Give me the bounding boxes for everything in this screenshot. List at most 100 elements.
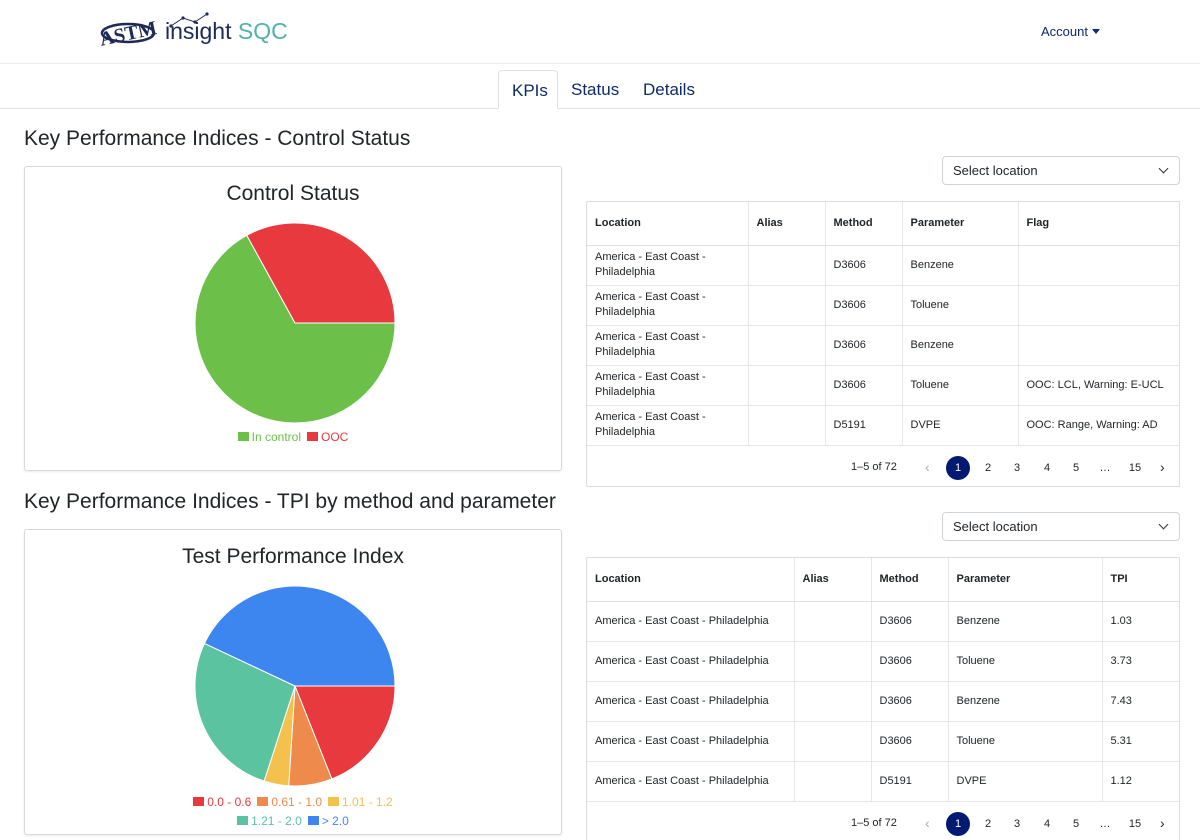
table-row[interactable]: America - East Coast - Philadelphia D3606… <box>587 245 1179 286</box>
tab-status[interactable]: Status <box>558 70 632 109</box>
chevron-down-icon <box>1158 519 1169 530</box>
table-row[interactable]: America - East Coast - Philadelphia D5191… <box>587 405 1179 446</box>
table-cell: Benzene <box>902 325 1019 366</box>
control-status-slice-2[interactable] <box>246 222 396 324</box>
control-status-slice-1[interactable] <box>194 234 396 424</box>
table-row[interactable]: America - East Coast - Philadelphia D3606… <box>587 365 1179 406</box>
control-location-select[interactable]: Select location <box>942 156 1180 185</box>
page-button[interactable]: 2 <box>984 462 992 474</box>
control-status-legend-item-2[interactable]: OOC <box>307 430 348 444</box>
tpi-legend-item-5[interactable]: > 2.0 <box>307 812 349 831</box>
table-row[interactable]: America - East Coast - Philadelphia D3606… <box>587 721 1179 762</box>
page-button[interactable]: 5 <box>1072 462 1080 474</box>
tpi-slice-5[interactable] <box>203 585 396 687</box>
table-row[interactable]: America - East Coast - Philadelphia D3606… <box>587 601 1179 642</box>
page-button[interactable]: 15 <box>1128 818 1142 830</box>
page-button[interactable]: 5 <box>1072 818 1080 830</box>
table-cell: Toluene <box>948 721 1103 762</box>
column-header[interactable]: Alias <box>794 558 872 602</box>
page-button[interactable]: 1 <box>946 456 970 480</box>
astm-logo-icon[interactable]: ASTM <box>100 10 160 56</box>
table-cell <box>748 365 826 406</box>
table-cell <box>794 601 872 642</box>
tpi-heading: Key Performance Indices - TPI by method … <box>24 490 556 513</box>
column-header[interactable]: Method <box>871 558 949 602</box>
tpi-legend: 0.0 - 0.6 0.61 - 1.0 1.01 - 1.2 1.21 - 2.0 >… <box>25 793 561 831</box>
chevron-right-icon[interactable]: › <box>1160 459 1165 475</box>
tpi-table-pagination: 1–5 of 72 ‹ 1 2 3 4 5 … 15 › <box>587 803 1179 840</box>
chevron-left-icon[interactable]: ‹ <box>925 815 930 831</box>
table-cell <box>748 285 826 326</box>
control-status-pie <box>194 222 396 424</box>
table-cell: DVPE <box>902 405 1019 446</box>
page-button[interactable]: 3 <box>1013 818 1021 830</box>
table-row[interactable]: America - East Coast - Philadelphia D3606… <box>587 285 1179 326</box>
account-menu[interactable]: Account <box>1041 24 1100 39</box>
table-cell: D5191 <box>871 761 949 802</box>
page-button[interactable]: 15 <box>1128 462 1142 474</box>
control-status-legend-item-1[interactable]: In control <box>237 430 301 444</box>
chevron-left-icon[interactable]: ‹ <box>925 459 930 475</box>
tpi-slice-4[interactable] <box>194 642 296 782</box>
table-cell: D3606 <box>825 325 903 366</box>
svg-text:ASTM: ASTM <box>100 17 159 51</box>
table-row[interactable]: America - East Coast - Philadelphia D3606… <box>587 681 1179 722</box>
tpi-location-select[interactable]: Select location <box>942 512 1180 541</box>
column-header[interactable]: Location <box>587 202 749 246</box>
table-cell <box>748 325 826 366</box>
tab-details[interactable]: Details <box>630 70 708 109</box>
page-button[interactable]: 4 <box>1043 818 1051 830</box>
tpi-slice-1[interactable] <box>294 685 396 780</box>
column-header[interactable]: Parameter <box>948 558 1103 602</box>
table-row[interactable]: America - East Coast - Philadelphia D5191… <box>587 761 1179 802</box>
page-button[interactable]: 2 <box>984 818 992 830</box>
table-cell: America - East Coast - Philadelphia <box>587 681 795 722</box>
table-cell: America - East Coast - Philadelphia <box>587 285 749 326</box>
column-header[interactable]: Method <box>825 202 903 246</box>
table-cell: D3606 <box>871 641 949 682</box>
chevron-right-icon[interactable]: › <box>1160 815 1165 831</box>
tpi-legend-item-3[interactable]: 1.01 - 1.2 <box>328 793 393 812</box>
legend-label: 1.01 - 1.2 <box>342 795 393 809</box>
column-header[interactable]: Parameter <box>902 202 1019 246</box>
column-header[interactable]: Flag <box>1018 202 1179 246</box>
page-button[interactable]: 1 <box>946 812 970 836</box>
chevron-down-icon <box>1158 163 1169 174</box>
column-header[interactable]: TPI <box>1102 558 1179 602</box>
tab-kpis-label: KPIs <box>512 81 548 100</box>
caret-down-icon <box>1092 29 1100 35</box>
pagination-ellipsis: … <box>1099 818 1111 830</box>
table-cell: D3606 <box>825 365 903 406</box>
tpi-legend-item-2[interactable]: 0.61 - 1.0 <box>257 793 322 812</box>
table-cell: America - East Coast - Philadelphia <box>587 405 749 446</box>
legend-label: In control <box>251 430 301 444</box>
table-cell: 7.43 <box>1102 681 1179 722</box>
tpi-chart-title: Test Performance Index <box>182 545 404 568</box>
tpi-legend-item-4[interactable]: 1.21 - 2.0 <box>237 812 302 831</box>
legend-label: > 2.0 <box>321 814 349 828</box>
column-header[interactable]: Location <box>587 558 795 602</box>
pagination-ellipsis: … <box>1099 462 1111 474</box>
brand-wordmark: insight SQC <box>165 18 288 45</box>
pagination-range: 1–5 of 72 <box>851 817 897 829</box>
legend-swatch <box>237 816 249 826</box>
column-header[interactable]: Alias <box>748 202 826 246</box>
page-button[interactable]: 3 <box>1013 462 1021 474</box>
table-cell: Toluene <box>902 285 1019 326</box>
page-button[interactable]: 4 <box>1043 462 1051 474</box>
table-cell: D3606 <box>871 601 949 642</box>
table-row[interactable]: America - East Coast - Philadelphia D3606… <box>587 325 1179 366</box>
legend-label: 0.61 - 1.0 <box>271 795 323 809</box>
legend-swatch <box>257 797 269 807</box>
pagination-range: 1–5 of 72 <box>851 461 897 473</box>
table-cell: D3606 <box>825 245 903 286</box>
tpi-legend-item-1[interactable]: 0.0 - 0.6 <box>193 793 251 812</box>
legend-label: 0.0 - 0.6 <box>207 795 252 809</box>
table-cell <box>794 681 872 722</box>
table-row[interactable]: America - East Coast - Philadelphia D3606… <box>587 641 1179 682</box>
tab-status-label: Status <box>571 80 620 99</box>
table-cell: America - East Coast - Philadelphia <box>587 325 749 366</box>
table-cell: America - East Coast - Philadelphia <box>587 761 795 802</box>
tab-kpis[interactable]: KPIs <box>498 70 558 109</box>
table-cell <box>1018 285 1179 326</box>
